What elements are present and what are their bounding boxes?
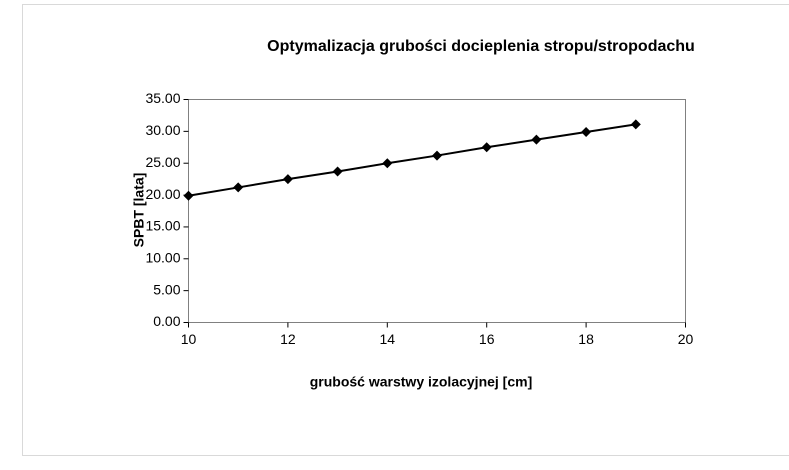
y-tick-label: 35.00 (145, 90, 180, 106)
x-tick-label: 16 (479, 331, 495, 347)
data-point (432, 150, 442, 161)
data-point (630, 119, 641, 130)
x-axis-title: grubość warstwy izolacyjnej [cm] (310, 374, 533, 390)
data-line (188, 123, 636, 197)
x-tick-label: 10 (181, 331, 197, 347)
x-tick-label: 18 (578, 331, 594, 347)
data-point (481, 142, 492, 153)
x-tick-label: 12 (280, 331, 296, 347)
data-point (233, 182, 244, 193)
y-axis-title: SPBT [lata] (131, 173, 147, 248)
y-tick-label: 15.00 (145, 218, 180, 234)
data-point (531, 134, 542, 145)
y-tick-label: 25.00 (145, 154, 180, 170)
y-tick-label: 10.00 (145, 249, 180, 265)
y-tick-label: 30.00 (145, 122, 180, 138)
chart-title: Optymalizacja grubości docieplenia strop… (267, 38, 695, 55)
y-tick-label: 0.00 (153, 313, 180, 329)
data-point (382, 158, 393, 169)
chart-frame (22, 4, 789, 456)
y-tick-label: 20.00 (145, 186, 180, 202)
data-point (183, 190, 194, 201)
plot-area (188, 99, 686, 323)
y-tick-label: 5.00 (153, 281, 180, 297)
data-point (581, 126, 592, 137)
data-point (332, 166, 343, 177)
data-point (282, 174, 293, 185)
x-tick-label: 14 (380, 331, 396, 347)
x-tick-label: 20 (678, 331, 694, 347)
